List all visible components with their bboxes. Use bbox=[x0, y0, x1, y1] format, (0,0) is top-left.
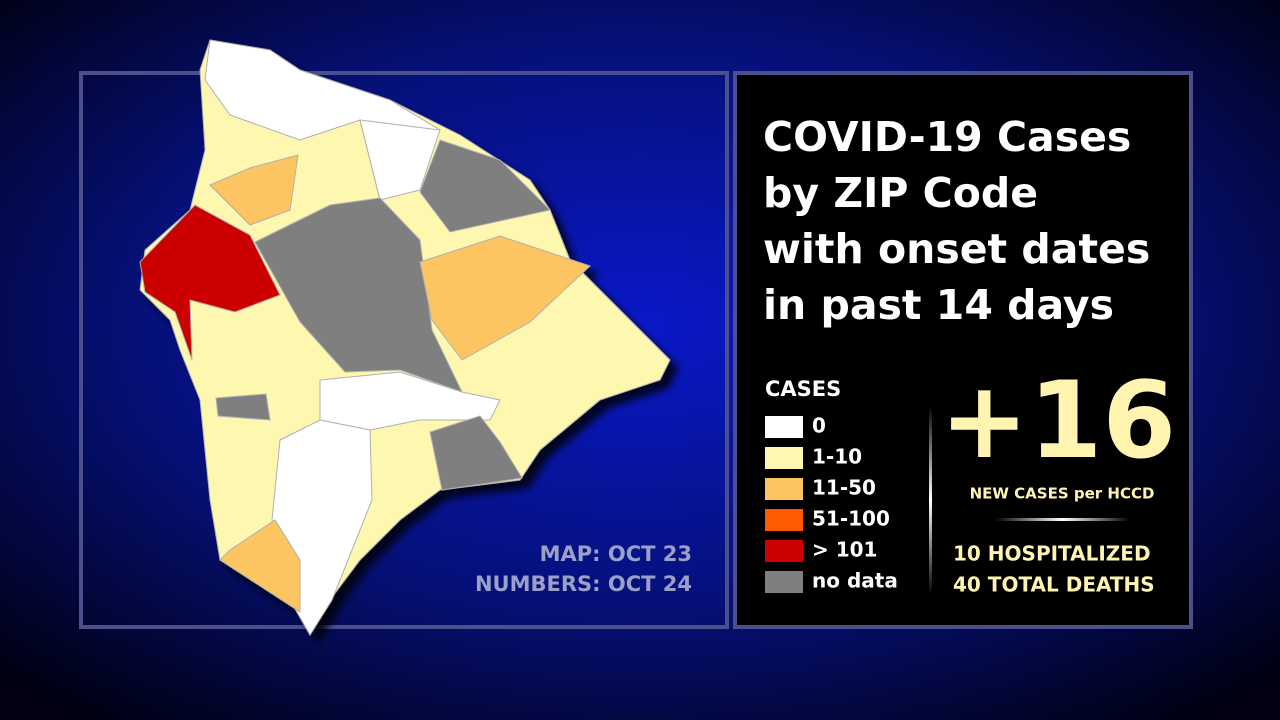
title-line: COVID-19 Cases bbox=[763, 113, 1131, 161]
legend-swatch bbox=[765, 478, 803, 500]
zip-region bbox=[254, 197, 463, 393]
island-map bbox=[139, 39, 671, 637]
legend-title: CASES bbox=[765, 377, 841, 401]
legend-label: no data bbox=[812, 569, 898, 593]
numbers-date: NUMBERS: OCT 24 bbox=[475, 572, 692, 596]
hospitalized: 10 HOSPITALIZED bbox=[953, 542, 1151, 566]
info-panel bbox=[733, 71, 1193, 629]
zip-region bbox=[215, 393, 271, 421]
map-date: MAP: OCT 23 bbox=[540, 542, 692, 566]
deaths: 40 TOTAL DEATHS bbox=[953, 573, 1155, 597]
title: COVID-19 Cases by ZIP Code with onset date… bbox=[763, 113, 1150, 329]
legend-label: 11-50 bbox=[812, 476, 876, 500]
legend: 0 1-10 11-50 51-100 > 101 no data bbox=[765, 414, 898, 593]
zip-region bbox=[139, 204, 281, 361]
zip-region bbox=[209, 154, 299, 226]
zip-region bbox=[419, 235, 591, 361]
title-line: in past 14 days bbox=[763, 281, 1114, 329]
zip-region bbox=[419, 139, 551, 233]
legend-swatch bbox=[765, 509, 803, 531]
title-line: by ZIP Code bbox=[763, 169, 1038, 217]
legend-swatch bbox=[765, 447, 803, 469]
underline bbox=[995, 518, 1130, 521]
new-cases: +16 bbox=[940, 359, 1176, 482]
legend-label: > 101 bbox=[812, 538, 877, 562]
legend-swatch bbox=[765, 540, 803, 562]
legend-label: 0 bbox=[812, 414, 826, 438]
zip-region bbox=[429, 415, 523, 491]
legend-label: 51-100 bbox=[812, 507, 890, 531]
map-panel bbox=[79, 71, 729, 629]
legend-swatch bbox=[765, 571, 803, 593]
zip-region bbox=[359, 119, 441, 201]
new-cases-caption: NEW CASES per HCCD bbox=[970, 485, 1155, 503]
legend-swatch bbox=[765, 416, 803, 438]
title-line: with onset dates bbox=[763, 225, 1150, 273]
legend-label: 1-10 bbox=[812, 445, 862, 469]
divider bbox=[929, 405, 932, 595]
zip-region bbox=[219, 519, 301, 613]
